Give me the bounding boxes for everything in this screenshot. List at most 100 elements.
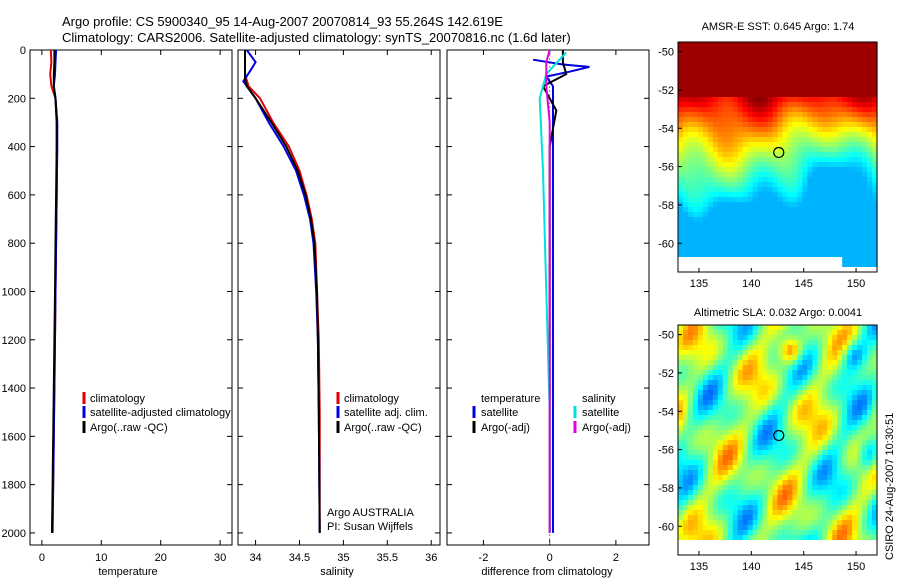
map-cell [722,355,729,361]
map-cell [792,370,798,376]
map-cell [692,540,699,546]
map-cell [857,550,863,556]
map-cell [837,420,843,426]
map-cell [857,112,863,118]
map-cell [687,340,694,346]
map-cell [857,147,863,153]
map-cell [852,365,858,371]
map-cell [697,77,704,83]
map-cell [692,137,699,143]
map-cell [787,490,794,496]
map-cell [812,505,818,511]
map-cell [732,340,739,346]
map-cell [772,385,779,391]
map-cell [807,137,813,143]
map-cell [852,177,858,183]
map-cell [742,330,749,336]
map-cell [687,187,694,193]
map-cell [802,47,808,53]
map-cell [777,405,784,411]
map-cell [802,267,808,273]
map-cell [707,515,714,521]
map-cell [812,117,818,123]
map-cell [702,142,709,148]
map-cell [857,405,863,411]
map-cell [797,132,803,138]
map-cell [832,425,838,431]
map-cell [802,390,808,396]
map-cell [687,82,694,88]
map-cell [792,152,798,158]
map-cell [857,430,863,436]
map-cell [837,330,843,336]
map-cell [822,395,828,401]
map-cell [797,147,803,153]
map-cell [807,142,813,148]
map-cell [822,360,828,366]
map-cell [772,440,779,446]
map-cell [792,350,798,356]
map-cell [757,460,764,466]
map-cell [837,192,843,198]
map-cell [757,197,764,203]
map-cell [847,350,853,356]
map-cell [867,535,873,541]
series-argo-raw-qc- [244,50,321,533]
map-cell [722,197,729,203]
map-cell [857,137,863,143]
map-cell [747,545,754,551]
map-cell [707,252,714,258]
map-cell [702,162,709,168]
map-cell [732,52,739,58]
map-cell [687,262,694,268]
map-cell [697,97,704,103]
map-cell [797,192,803,198]
map-cell [787,480,794,486]
map-cell [772,415,779,421]
map-cell [837,47,843,53]
map-cell [767,415,774,421]
map-cell [712,430,719,436]
map-cell [802,455,808,461]
map-cell [697,197,704,203]
map-cell [757,207,764,213]
map-cell [802,490,808,496]
map-cell [842,420,848,426]
map-cell [742,545,749,551]
map-cell [732,77,739,83]
map-cell [767,267,774,273]
map-cell [772,480,779,486]
map-cell [767,207,774,213]
map-cell [722,480,729,486]
map-cell [777,172,784,178]
map-cell [727,52,734,58]
map-cell [747,415,754,421]
map-cell [867,107,873,113]
map-cell [802,167,808,173]
map-cell [752,207,759,213]
map-cell [687,57,694,63]
map-cell [862,132,868,138]
map-cell [817,405,823,411]
map-cell [702,97,709,103]
map-cell [797,52,803,58]
map-cell [722,212,729,218]
map-cell [777,420,784,426]
map-cell [712,425,719,431]
map-cell [737,137,744,143]
map-cell [777,435,784,441]
map-cell [707,345,714,351]
map-cell [722,390,729,396]
map-cell [772,520,779,526]
map-cell [792,262,798,268]
map-cell [867,127,873,133]
map-cell [682,350,689,356]
map-cell [807,430,813,436]
map-cell [767,460,774,466]
map-cell [682,77,689,83]
map-cell [752,247,759,253]
map-cell [802,262,808,268]
map-cell [702,345,709,351]
map-cell [702,415,709,421]
map-cell [857,182,863,188]
